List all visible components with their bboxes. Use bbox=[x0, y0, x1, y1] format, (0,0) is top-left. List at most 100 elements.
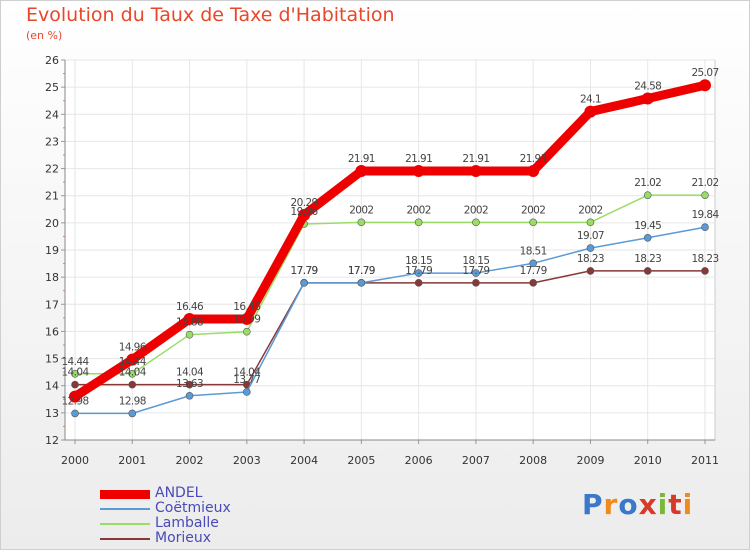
data-label: 21.91 bbox=[405, 153, 432, 165]
data-label: 12.98 bbox=[119, 395, 146, 407]
data-point bbox=[412, 165, 425, 178]
legend-label: ANDEL bbox=[155, 485, 203, 501]
data-label: 16.46 bbox=[233, 301, 261, 313]
data-point bbox=[128, 409, 137, 418]
x-tick-label: 2005 bbox=[347, 454, 375, 467]
data-label: 19.84 bbox=[691, 209, 719, 221]
data-label: 2002 bbox=[521, 204, 545, 216]
data-label: 14.44 bbox=[61, 356, 89, 368]
data-label: 12.98 bbox=[61, 395, 88, 407]
y-tick-label: 15 bbox=[45, 353, 59, 366]
y-tick-label: 22 bbox=[45, 163, 59, 176]
data-point bbox=[298, 208, 311, 221]
data-point bbox=[414, 279, 423, 287]
y-tick-label: 20 bbox=[45, 217, 59, 230]
data-label: 14.04 bbox=[233, 367, 261, 379]
series-line-andel bbox=[70, 80, 710, 402]
data-point bbox=[701, 267, 709, 275]
data-point bbox=[586, 244, 595, 252]
data-point bbox=[357, 218, 366, 227]
data-label: 19.96 bbox=[291, 206, 319, 218]
legend-item: ANDEL bbox=[100, 485, 300, 501]
y-tick-label: 13 bbox=[45, 407, 59, 420]
data-label: 2002 bbox=[406, 204, 430, 216]
data-label: 14.04 bbox=[61, 367, 89, 379]
data-label: 17.79 bbox=[520, 265, 547, 277]
proxiti-logo: Proxiti bbox=[582, 488, 693, 521]
series-line-lamballe bbox=[74, 194, 706, 375]
legend-item: Lamballe bbox=[100, 515, 300, 531]
data-label: 21.91 bbox=[348, 153, 375, 165]
y-tick-label: 21 bbox=[45, 190, 59, 203]
x-tick-label: 2011 bbox=[691, 454, 719, 467]
x-tick-label: 2003 bbox=[233, 454, 261, 467]
data-point bbox=[185, 391, 194, 400]
legend-swatch bbox=[100, 523, 150, 525]
data-point bbox=[641, 92, 654, 105]
data-label: 17.79 bbox=[348, 265, 375, 277]
data-point bbox=[355, 165, 368, 178]
data-label: 17.79 bbox=[291, 265, 318, 277]
y-tick-label: 19 bbox=[45, 244, 59, 257]
logo-letter: t bbox=[668, 488, 683, 521]
data-point bbox=[126, 353, 139, 366]
data-label: 20.29 bbox=[291, 197, 318, 209]
data-label: 15.99 bbox=[233, 314, 260, 326]
data-label: 2002 bbox=[464, 204, 488, 216]
data-point bbox=[643, 267, 652, 275]
data-point bbox=[243, 327, 251, 336]
data-point bbox=[529, 218, 537, 227]
data-point bbox=[71, 380, 79, 389]
legend-label: Morieux bbox=[155, 530, 212, 546]
y-tick-label: 26 bbox=[45, 54, 59, 67]
series-line-coëtmieux bbox=[74, 226, 706, 415]
x-tick-label: 2000 bbox=[61, 454, 89, 467]
legend-swatch bbox=[100, 508, 150, 510]
y-tick-label: 18 bbox=[45, 271, 59, 284]
logo-letter: i bbox=[657, 488, 669, 521]
x-tick-label: 2002 bbox=[176, 454, 204, 467]
chart-title: Evolution du Taux de Taxe d'Habitation bbox=[26, 4, 395, 26]
data-label: 14.44 bbox=[119, 356, 147, 368]
data-label: 15.88 bbox=[176, 317, 203, 329]
x-tick-label: 2001 bbox=[118, 454, 146, 467]
series-line-morieux bbox=[74, 270, 706, 386]
data-point bbox=[529, 279, 537, 287]
data-label: 18.23 bbox=[691, 253, 718, 265]
x-tick-label: 2004 bbox=[290, 454, 318, 467]
y-tick-label: 25 bbox=[45, 81, 59, 94]
chart-subtitle: (en %) bbox=[26, 29, 63, 42]
data-label: 18.23 bbox=[634, 253, 661, 265]
data-label: 19.45 bbox=[634, 220, 661, 232]
data-point bbox=[472, 218, 480, 227]
data-label: 19.07 bbox=[577, 230, 604, 242]
data-label: 21.91 bbox=[520, 153, 547, 165]
legend-label: Coëtmieux bbox=[155, 500, 231, 516]
data-point bbox=[586, 267, 595, 275]
data-point bbox=[128, 380, 137, 389]
data-label: 24.1 bbox=[580, 94, 601, 106]
logo-letter: x bbox=[638, 488, 658, 521]
y-tick-label: 16 bbox=[45, 325, 59, 338]
data-label: 13.77 bbox=[233, 374, 260, 386]
data-point bbox=[643, 191, 652, 199]
data-point bbox=[586, 218, 595, 227]
logo-letter: P bbox=[582, 488, 604, 521]
data-point bbox=[71, 409, 79, 418]
data-point bbox=[469, 165, 482, 178]
legend-label: Lamballe bbox=[155, 515, 219, 531]
data-point bbox=[701, 223, 709, 231]
data-label: 25.07 bbox=[691, 67, 718, 79]
y-tick-label: 24 bbox=[45, 108, 59, 121]
data-point bbox=[128, 369, 137, 378]
logo-letter: i bbox=[682, 488, 694, 521]
data-label: 14.04 bbox=[119, 367, 147, 379]
data-point bbox=[472, 269, 480, 277]
x-tick-label: 2006 bbox=[405, 454, 433, 467]
x-tick-label: 2008 bbox=[519, 454, 547, 467]
data-label: 24.58 bbox=[634, 81, 661, 93]
data-label: 17.79 bbox=[348, 265, 375, 277]
data-point bbox=[701, 191, 709, 199]
legend-swatch bbox=[100, 538, 150, 540]
